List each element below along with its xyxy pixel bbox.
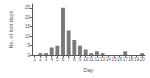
svg-text:1: 1	[33, 57, 36, 62]
svg-text:No. of lost days: No. of lost days	[8, 10, 14, 48]
svg-text:4: 4	[50, 57, 53, 62]
svg-text:10: 10	[25, 34, 31, 39]
svg-text:8: 8	[73, 57, 76, 62]
svg-text:11: 11	[89, 57, 94, 62]
svg-text:25: 25	[25, 5, 31, 10]
svg-text:20: 20	[140, 57, 146, 62]
svg-text:7: 7	[67, 57, 70, 62]
svg-text:Day: Day	[84, 67, 94, 73]
svg-text:3: 3	[45, 57, 48, 62]
svg-text:2: 2	[39, 57, 42, 62]
svg-text:20: 20	[25, 15, 31, 20]
svg-text:15: 15	[25, 24, 31, 29]
svg-text:9: 9	[79, 57, 82, 62]
html-text:12 13 14 15 16 17 18 19: 12 13 14 15 16 17 18 19	[94, 57, 139, 63]
svg-text:10: 10	[83, 57, 89, 62]
svg-text:6: 6	[62, 57, 65, 62]
svg-text:5: 5	[27, 43, 30, 48]
svg-text:0: 0	[27, 53, 30, 58]
svg-text:5: 5	[56, 57, 59, 62]
